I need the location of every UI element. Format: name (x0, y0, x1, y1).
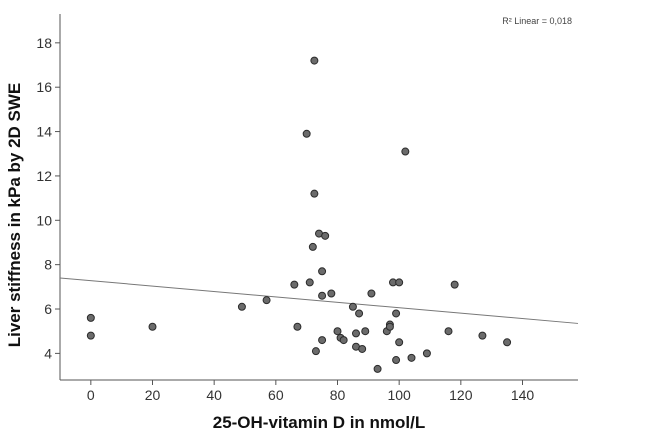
data-point (321, 231, 330, 240)
y-tick-label: 18 (36, 35, 52, 51)
data-point (293, 322, 302, 331)
data-point (401, 147, 410, 156)
y-tick-label: 4 (44, 345, 52, 361)
x-tick-label: 120 (449, 387, 473, 403)
data-point (86, 313, 95, 322)
data-point (348, 302, 357, 311)
x-tick-label: 20 (145, 387, 161, 403)
data-point (305, 278, 314, 287)
data-point (310, 56, 319, 65)
data-point (310, 189, 319, 198)
data-point (503, 338, 512, 347)
data-point (395, 278, 404, 287)
data-point (407, 353, 416, 362)
y-tick-label: 6 (44, 301, 52, 317)
data-point (361, 327, 370, 336)
data-point (318, 291, 327, 300)
data-point (318, 336, 327, 345)
x-tick-label: 80 (330, 387, 346, 403)
regression-line (59, 277, 579, 324)
data-point (311, 347, 320, 356)
x-tick-label: 100 (387, 387, 411, 403)
x-tick-label: 40 (206, 387, 222, 403)
data-point (395, 338, 404, 347)
data-point (358, 344, 367, 353)
data-point (308, 242, 317, 251)
data-point (385, 322, 394, 331)
regression-line-group (59, 277, 579, 324)
data-point (444, 327, 453, 336)
y-tick-label: 14 (36, 124, 52, 140)
data-point (86, 331, 95, 340)
data-point (422, 349, 431, 358)
data-point (392, 309, 401, 318)
data-point (373, 364, 382, 373)
x-tick-label: 140 (511, 387, 535, 403)
x-axis-ticks: 0 20 40 60 80 100 120 140 (87, 380, 534, 403)
r-squared-annotation: R² Linear = 0,018 (502, 16, 572, 26)
data-point (302, 129, 311, 138)
data-points (86, 56, 512, 373)
axes (59, 14, 578, 381)
y-axis-title: Liver stiffness in kPa by 2D SWE (5, 83, 24, 348)
x-tick-label: 0 (87, 387, 95, 403)
data-point (262, 296, 271, 305)
data-point (327, 289, 336, 298)
data-point (290, 280, 299, 289)
data-point (478, 331, 487, 340)
y-tick-label: 10 (36, 212, 52, 228)
x-tick-label: 60 (268, 387, 284, 403)
data-point (355, 309, 364, 318)
data-point (450, 280, 459, 289)
x-axis-title: 25-OH-vitamin D in nmol/L (213, 413, 426, 432)
y-tick-label: 16 (36, 79, 52, 95)
data-point (367, 289, 376, 298)
y-tick-label: 12 (36, 168, 52, 184)
data-point (318, 267, 327, 276)
data-point (339, 336, 348, 345)
data-point (333, 327, 342, 336)
data-point (352, 329, 360, 338)
data-point (237, 302, 246, 311)
y-tick-label: 8 (44, 257, 52, 273)
data-point (392, 356, 401, 365)
y-axis-ticks: 4 6 8 10 12 14 16 18 (36, 35, 60, 361)
data-point (148, 322, 157, 331)
